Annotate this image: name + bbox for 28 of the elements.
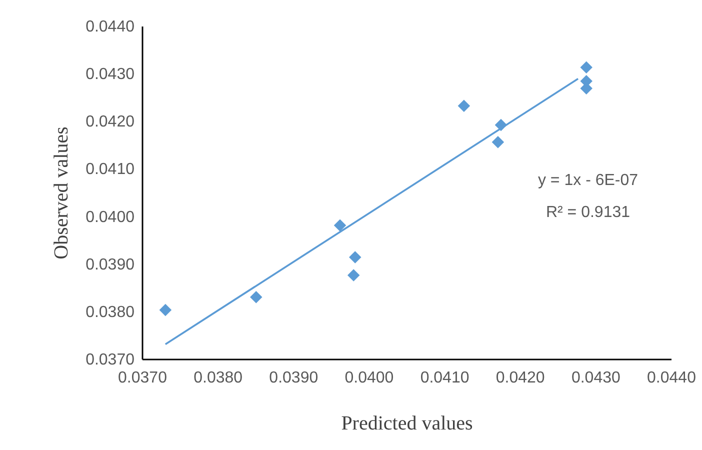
x-tick-label: 0.0400 — [344, 370, 394, 386]
point — [250, 291, 262, 304]
y-tick-label: 0.0390 — [86, 256, 135, 274]
x-tick-label: 0.0430 — [571, 370, 620, 386]
x-tick-label: 0.0410 — [420, 370, 470, 386]
y-tick-label: 0.0430 — [86, 66, 135, 84]
x-tick-label: 0.0390 — [269, 370, 318, 386]
point — [458, 100, 470, 112]
point — [580, 61, 592, 74]
x-tick-label: 0.0370 — [118, 370, 168, 386]
y-tick-label: 0.0370 — [86, 352, 135, 368]
y-tick-label: 0.0440 — [86, 18, 135, 36]
y-tick-label: 0.0380 — [86, 304, 135, 321]
x-tick-label: 0.0440 — [647, 370, 696, 386]
annotation: R² = 0.9131 — [546, 204, 630, 221]
y-tick-label: 0.0420 — [86, 114, 135, 131]
point — [348, 251, 362, 264]
x-axis-title: Predicted values — [341, 412, 474, 434]
y-tick-label: 0.0410 — [86, 161, 135, 178]
x-tick-label: 0.0420 — [496, 370, 545, 386]
y-axis-title: Observed values — [50, 126, 73, 260]
point — [492, 136, 504, 148]
point — [347, 269, 360, 282]
point — [334, 219, 346, 232]
y-tick-label: 0.0400 — [86, 208, 135, 226]
x-tick-label: 0.0380 — [194, 370, 243, 386]
point — [159, 304, 172, 316]
annotation: y = 1x - 6E-07 — [538, 172, 638, 189]
